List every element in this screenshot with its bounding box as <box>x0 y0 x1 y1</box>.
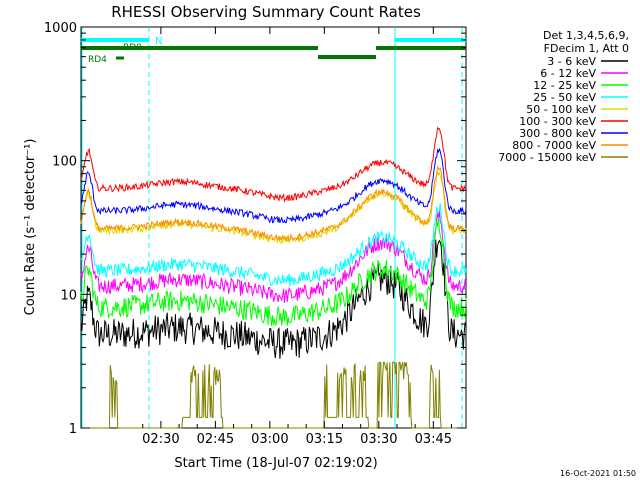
legend-entry-label: 100 - 300 keV <box>519 115 596 128</box>
legend-entry-label: 300 - 800 keV <box>519 127 596 140</box>
y-axis-label: Count Rate (s⁻¹ detector⁻¹) <box>23 139 38 316</box>
legend-entry-label: 50 - 100 keV <box>526 103 596 116</box>
series-line-6 <box>80 126 467 204</box>
timestamp: 16-Oct-2021 01:50 <box>560 469 636 478</box>
annotation-label-rd0: RD0 <box>123 43 142 53</box>
y-tick-label: 10 <box>60 288 77 303</box>
series-line-8 <box>80 164 466 242</box>
series-line-9 <box>81 361 466 429</box>
legend-entry-label: 7000 - 15000 keV <box>498 151 596 164</box>
legend-entry-label: 6 - 12 keV <box>540 67 596 80</box>
series-line-2 <box>80 210 467 303</box>
x-axis-label: Start Time (18-Jul-07 02:19:02) <box>174 456 377 471</box>
x-tick-label: 03:45 <box>415 432 452 447</box>
legend-header: FDecim 1, Att 0 <box>544 42 629 55</box>
night-label: N <box>155 36 162 47</box>
legend-header: Det 1,3,4,5,6,9, <box>543 29 629 42</box>
x-tick-label: 03:00 <box>251 432 288 447</box>
legend-entry-label: 800 - 7000 keV <box>512 139 596 152</box>
x-tick-label: 03:30 <box>360 432 397 447</box>
series-line-4 <box>80 203 467 287</box>
chart-title: RHESSI Observing Summary Count Rates <box>111 3 421 21</box>
y-tick-label: 100 <box>52 155 77 170</box>
y-tick-label: 1000 <box>44 21 77 36</box>
annotation-label-rd4: RD4 <box>88 55 107 65</box>
series-line-7 <box>80 147 467 224</box>
x-tick-label: 02:30 <box>142 432 179 447</box>
legend-entry-label: 3 - 6 keV <box>547 55 596 68</box>
x-tick-label: 03:15 <box>306 432 343 447</box>
legend-entry-label: 12 - 25 keV <box>533 79 596 92</box>
legend-entry-label: 25 - 50 keV <box>533 91 596 104</box>
x-tick-label: 02:45 <box>197 432 234 447</box>
series-line-3 <box>80 217 467 327</box>
y-tick-label: 1 <box>69 422 77 437</box>
series-line-1 <box>80 239 467 359</box>
